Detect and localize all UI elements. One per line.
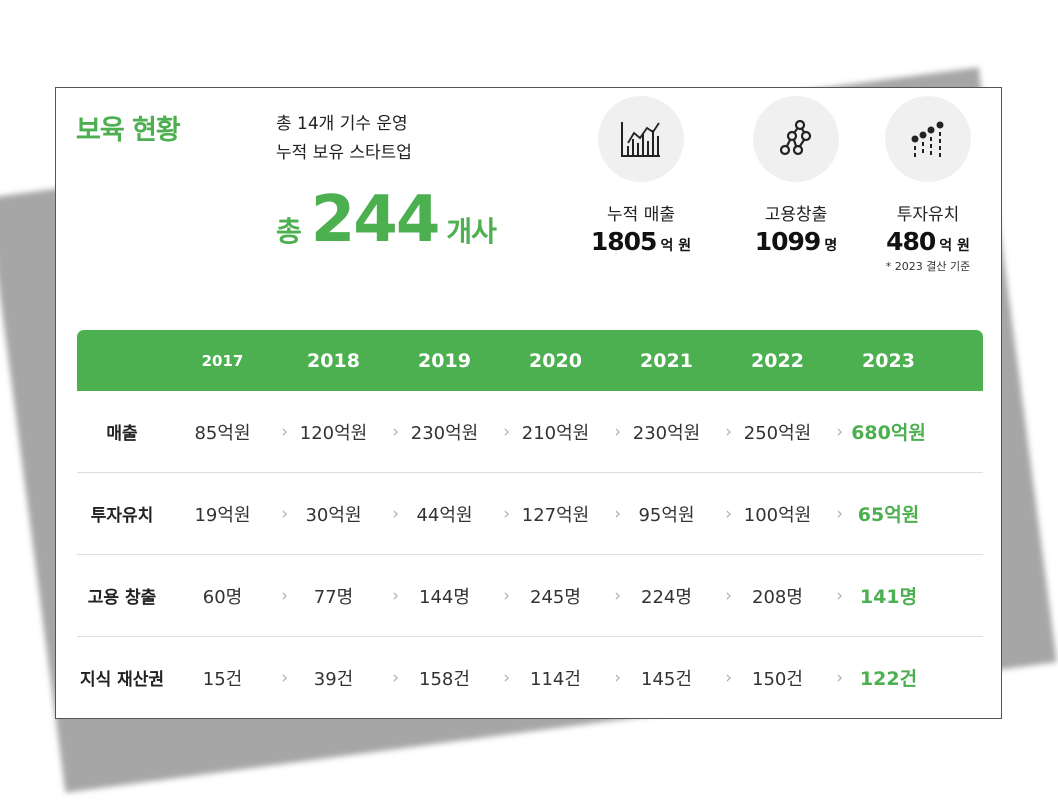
chevron-right-icon: › [503,667,510,688]
chevron-right-icon: › [392,585,399,606]
table-cell: 95억원 › [638,503,732,526]
table-cell: 100억원 › [743,503,843,526]
year-header: 2023 [862,349,915,372]
row-label: 지식 재산권 [79,670,165,690]
chevron-right-icon: › [836,667,843,688]
row-label: 매출 [106,424,138,444]
year-header: 2019 [418,349,471,372]
table-cell-highlight: 141명 [859,586,918,608]
table-cell: 85억원 › [194,421,288,444]
yearly-table: 2017 2018 2019 2020 2021 2022 2023 매출 85… [77,330,983,718]
chevron-right-icon: › [392,503,399,524]
table-cell: 60명 › [202,585,288,608]
chevron-right-icon: › [503,421,510,442]
chevron-right-icon: › [503,585,510,606]
chevron-right-icon: › [614,667,621,688]
table-cell: 77명 › [313,585,399,608]
table-cell: 145건 › [641,667,732,690]
table-row: 매출 85억원 › 120억원 › 230억원 › 210억원 › 230억원 › 250… [77,391,983,473]
table-row: 고용 창출 60명 › 77명 › 144명 › 245명 › 224명 › 208명 › … [77,555,983,637]
chevron-right-icon: › [614,585,621,606]
table-row: 지식 재산권 15건 › 39건 › 158건 › 114건 › 145건 › 150건 ›… [77,637,983,718]
summary-description: 총 14개 기수 운영 누적 보유 스타트업 [276,110,412,168]
table-cell: 150건 › [752,667,843,690]
year-header: 2017 [201,351,244,370]
table-cell-highlight: 65억원 [857,504,920,526]
stat-label: 누적 매출 [607,205,675,225]
chevron-right-icon: › [836,585,843,606]
table-cell: 144명 › [419,585,510,608]
chevron-right-icon: › [836,421,843,442]
status-card: 보육 현황 총 14개 기수 운영 누적 보유 스타트업 총 244 개사 누적 매… [55,87,1002,719]
summary-line-2: 누적 보유 스타트업 [276,143,412,163]
chevron-right-icon: › [392,667,399,688]
table-cell: 230억원 › [632,421,732,444]
stat-label: 고용창출 [764,205,828,225]
chevron-right-icon: › [836,503,843,524]
chevron-right-icon: › [281,421,288,442]
table-cell: 19억원 › [194,503,288,526]
stat-employment: 고용창출 1099 명 [726,96,866,256]
table-cell: 230억원 › [410,421,510,444]
table-cell: 114건 › [530,667,621,690]
total-prefix: 총 [276,215,302,248]
table-cell: 158건 › [419,667,510,690]
dots-chart-icon [885,96,971,182]
table-cell: 30억원 › [305,503,399,526]
row-label: 고용 창출 [87,588,157,608]
stat-value: 1099 명 [754,227,838,256]
chevron-right-icon: › [281,667,288,688]
year-header: 2021 [640,349,693,372]
table-cell: 127억원 › [521,503,621,526]
table-cell: 120억원 › [299,421,399,444]
chevron-right-icon: › [614,503,621,524]
stat-note: * 2023 결산 기준 [885,260,971,273]
table-cell: 15건 › [202,667,288,690]
stat-investment: 투자유치 480 억 원 * 2023 결산 기준 [858,96,998,274]
year-header: 2018 [307,349,360,372]
page-title: 보육 현황 [76,115,181,146]
stat-revenue: 누적 매출 1805 억 원 [571,96,711,256]
chevron-right-icon: › [281,503,288,524]
table-cell: 245명 › [530,585,621,608]
total-count: 244 [310,183,441,257]
chevron-right-icon: › [725,503,732,524]
stat-label: 투자유치 [896,205,960,225]
table-cell-highlight: 122건 [859,668,918,690]
summary-line-1: 총 14개 기수 운영 [276,114,408,134]
year-header: 2020 [529,349,582,372]
row-label: 투자유치 [90,506,154,526]
stat-value: 1805 억 원 [590,227,692,256]
table-cell: 250억원 › [743,421,843,444]
total-suffix: 개사 [446,215,497,248]
table-cell-highlight: 680억원 [851,422,926,444]
chevron-right-icon: › [281,585,288,606]
table-row: 투자유치 19억원 › 30억원 › 44억원 › 127억원 › 95억원 › 100억… [77,473,983,555]
chevron-right-icon: › [725,421,732,442]
startup-total: 총 244 개사 [276,183,497,257]
year-header: 2022 [751,349,804,372]
network-icon [753,96,839,182]
chevron-right-icon: › [614,421,621,442]
chevron-right-icon: › [503,503,510,524]
table-header: 2017 2018 2019 2020 2021 2022 2023 [77,330,983,391]
table-cell: 224명 › [641,585,732,608]
table-cell: 210억원 › [521,421,621,444]
stat-value: 480 억 원 [886,227,970,256]
bar-chart-icon [598,96,684,182]
chevron-right-icon: › [725,585,732,606]
chevron-right-icon: › [725,667,732,688]
table-cell: 39건 › [313,667,399,690]
table-cell: 44억원 › [416,503,510,526]
chevron-right-icon: › [392,421,399,442]
table-cell: 208명 › [752,585,843,608]
